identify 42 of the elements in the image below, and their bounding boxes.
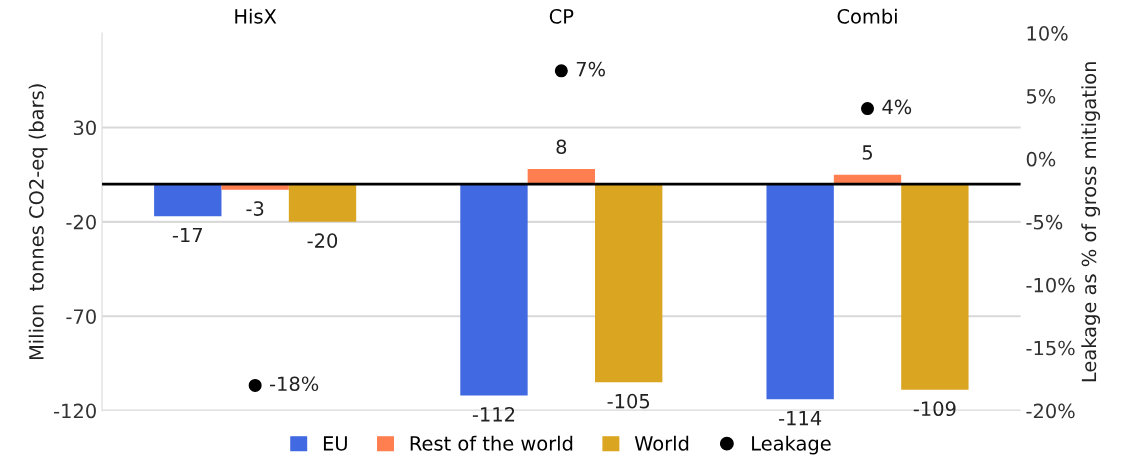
x-tick-label: Combi [837, 8, 897, 24]
point [861, 102, 875, 116]
y-tick-label: 30 [73, 120, 96, 136]
y2-tick-label: -5% [1026, 214, 1063, 230]
y-tick-label: -70 [66, 309, 96, 324]
bar [901, 184, 969, 390]
y-axis-title: Milion tonnes CO2-eq (bars) [28, 84, 48, 360]
y2-tick-label: 0% [1026, 151, 1056, 167]
legend-label: EU [323, 436, 347, 451]
bar [766, 184, 834, 400]
y-tick-label: -20 [66, 214, 96, 230]
bar [154, 184, 222, 217]
y2-tick-label: -20% [1026, 403, 1075, 419]
data-label: 4% [882, 99, 912, 115]
data-label: -105 [607, 393, 650, 409]
y2-tick-label: -10% [1026, 277, 1075, 293]
y2-axis-title: Leakage as % of gross mitigation [1081, 62, 1101, 382]
x-tick-label: CP [549, 9, 574, 24]
y2-tick-label: 5% [1026, 88, 1056, 104]
legend-label: Rest of the world [410, 435, 573, 451]
bar [595, 184, 663, 383]
data-label: 8 [556, 139, 567, 155]
y2-tick-label: 10% [1027, 26, 1068, 41]
data-label: -18% [269, 376, 319, 392]
data-label: -3 [246, 201, 264, 216]
data-label: 5 [862, 145, 872, 160]
bar [527, 168, 596, 185]
data-label: -109 [913, 401, 956, 417]
y-tick-label: -120 [54, 403, 96, 419]
data-label: -17 [172, 227, 203, 243]
point [554, 64, 568, 78]
point [248, 378, 262, 392]
bar [288, 184, 357, 222]
data-label: -114 [779, 411, 822, 426]
y2-tick-label: -15% [1026, 340, 1075, 356]
legend-label: World [634, 435, 689, 451]
data-label: 7% [576, 61, 605, 77]
data-label: -112 [472, 406, 515, 422]
bar [460, 184, 528, 396]
x-tick-label: HisX [235, 8, 277, 24]
data-label: -20 [307, 233, 338, 248]
legend-label: Leakage [752, 435, 831, 455]
